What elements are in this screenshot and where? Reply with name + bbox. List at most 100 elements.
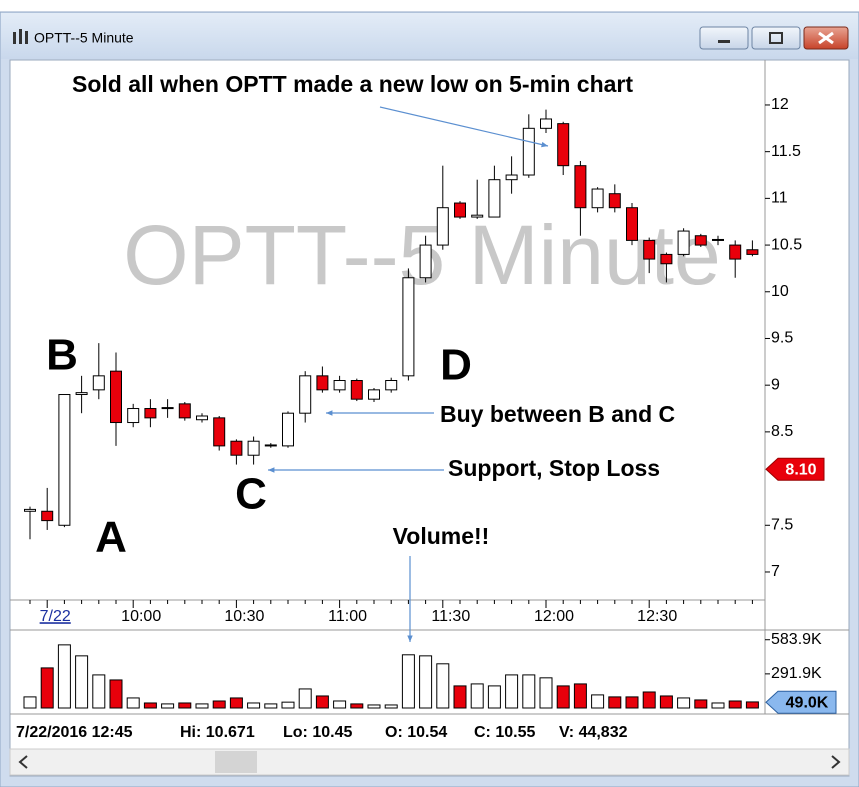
candle-body xyxy=(213,417,226,447)
annotation: Buy between B and C xyxy=(440,401,675,427)
candle-body xyxy=(436,207,449,246)
x-tick-label: 12:00 xyxy=(534,608,574,625)
candle-body xyxy=(264,444,277,447)
volume-bar xyxy=(126,697,140,709)
volume-bar xyxy=(745,701,759,709)
volume-bar xyxy=(401,654,415,709)
volume-bar xyxy=(694,699,708,709)
scrollbar[interactable] xyxy=(9,748,850,776)
volume-bar xyxy=(573,683,587,709)
scroll-thumb[interactable] xyxy=(215,751,257,773)
price-marker xyxy=(765,457,825,481)
candle-body xyxy=(196,415,208,421)
candle-body xyxy=(316,375,329,391)
x-tick-label: 10:00 xyxy=(121,608,161,625)
candle-body xyxy=(385,380,398,391)
volume-bar xyxy=(642,691,656,709)
volume-bar xyxy=(178,702,192,709)
candle-body xyxy=(626,207,638,241)
candle-body xyxy=(178,403,191,419)
x-tick-label: 11:00 xyxy=(328,608,367,625)
volume-bar xyxy=(92,674,106,709)
status-field: O: 10.54 xyxy=(385,724,447,741)
y-tick-label: 9 xyxy=(771,376,780,393)
x-tick-label: 11:30 xyxy=(431,608,470,625)
arrow-head xyxy=(541,141,548,148)
candle-body xyxy=(58,394,71,526)
volume-bar xyxy=(109,679,123,709)
volume-bar xyxy=(247,702,261,709)
volume-bar xyxy=(419,655,433,709)
y2-tick-label: 583.9K xyxy=(771,631,822,648)
arrow xyxy=(379,106,549,147)
volume-bar xyxy=(195,703,209,709)
x-tick-label: 7/22 xyxy=(40,608,71,625)
candle-body xyxy=(729,244,742,260)
volume-bar xyxy=(487,685,501,709)
volume-bar xyxy=(57,644,71,709)
candle-body xyxy=(230,440,243,456)
candle-body xyxy=(368,389,380,400)
candle-body xyxy=(522,127,535,176)
volume-bar xyxy=(75,655,89,709)
volume-marker xyxy=(765,690,837,714)
close-icon xyxy=(818,31,834,45)
volume-bar xyxy=(711,702,725,709)
candle-body xyxy=(402,277,415,377)
volume-bar xyxy=(281,701,295,709)
candle-body xyxy=(712,238,724,241)
y-tick-label: 7 xyxy=(771,563,780,580)
annotation: Volume!! xyxy=(393,523,490,549)
volume-bar xyxy=(229,697,243,709)
arrow-head xyxy=(326,410,333,416)
candle-body xyxy=(608,193,621,209)
scroll-right[interactable] xyxy=(831,755,841,769)
candle-body xyxy=(282,412,294,447)
volume-bar xyxy=(470,683,484,709)
annotation: C xyxy=(235,470,267,519)
candle-body xyxy=(574,165,587,209)
candle-body xyxy=(92,375,105,391)
candle-body xyxy=(557,123,570,167)
volume-bar xyxy=(591,694,605,709)
volume-bar xyxy=(367,704,381,709)
candle-body xyxy=(591,188,604,209)
annotation: D xyxy=(440,341,472,390)
maximize-icon xyxy=(769,32,783,44)
candle-body xyxy=(110,370,122,424)
status-field: Lo: 10.45 xyxy=(283,724,352,741)
candle-body xyxy=(247,440,260,456)
minimize-button[interactable] xyxy=(699,26,749,50)
volume-marker-label: 49.0K xyxy=(786,694,829,711)
y-tick-label: 10.5 xyxy=(771,236,802,253)
candle-body xyxy=(161,407,174,410)
y-tick-label: 7.5 xyxy=(771,516,793,533)
scroll-left[interactable] xyxy=(18,755,28,769)
candle-body xyxy=(746,249,759,255)
status-field: 7/22/2016 12:45 xyxy=(16,724,133,741)
volume-bar xyxy=(453,685,467,709)
candle-body xyxy=(694,235,707,246)
volume-bar xyxy=(436,663,450,709)
y-tick-label: 8.5 xyxy=(771,423,793,440)
volume-bar xyxy=(677,697,691,709)
minimize-icon xyxy=(718,40,730,43)
x-tick-label: 10:30 xyxy=(224,608,264,625)
y2-tick-label: 291.9K xyxy=(771,665,822,682)
candle-body xyxy=(454,202,466,218)
candle-body xyxy=(643,239,656,260)
annotation: B xyxy=(46,331,78,380)
candle-body xyxy=(419,244,432,279)
candle-body xyxy=(505,174,518,181)
volume-bar xyxy=(608,696,622,709)
maximize-button[interactable] xyxy=(751,26,801,50)
app-icon xyxy=(13,29,28,44)
y-tick-label: 12 xyxy=(771,96,789,113)
volume-bar xyxy=(315,695,329,709)
volume-bar xyxy=(556,685,570,709)
candle-body xyxy=(299,375,312,414)
volume-bar xyxy=(539,677,553,709)
status-field: V: 44,832 xyxy=(559,724,628,741)
volume-bar xyxy=(298,688,312,709)
candle-body xyxy=(127,408,140,424)
